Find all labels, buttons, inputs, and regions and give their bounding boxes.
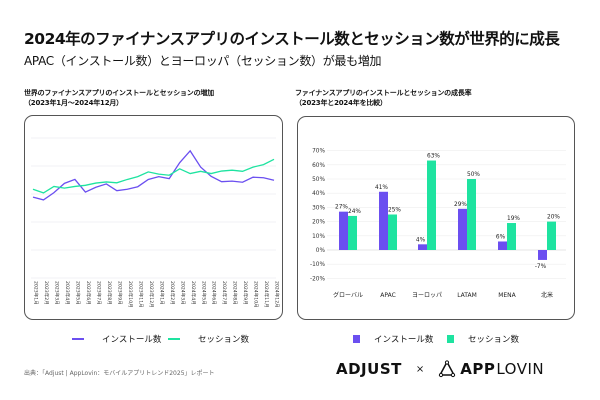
line-chart-panel xyxy=(24,115,283,320)
x-tick-label: 2024年2月 xyxy=(169,281,176,305)
x-tick-label: 2023年8月 xyxy=(106,281,113,305)
y-tick-label: 0% xyxy=(316,248,326,254)
bar-installs xyxy=(538,250,547,260)
line-chart-title: 世界のファイナンスアプリのインストールとセッションの増加 （2023年1月〜20… xyxy=(24,88,214,108)
series-line-installs xyxy=(32,149,275,201)
x-category-label: 北米 xyxy=(541,291,553,299)
data-label: 29% xyxy=(454,202,467,208)
x-tick-label: 2023年10月 xyxy=(127,281,134,308)
adjust-logo: ADJUST xyxy=(336,360,402,378)
applovin-light-text: LOVIN xyxy=(496,360,545,378)
y-tick-label: -10% xyxy=(310,262,325,268)
x-tick-label: 2024年1月 xyxy=(158,281,165,305)
x-tick-label: 2024年4月 xyxy=(190,281,197,305)
legend-box-swatch-sessions xyxy=(447,335,454,343)
x-category-label: グローバル xyxy=(333,291,363,299)
data-label: 25% xyxy=(388,208,401,214)
line-chart-title-text: 世界のファイナンスアプリのインストールとセッションの増加 xyxy=(24,89,214,97)
x-category-label: LATAM xyxy=(457,292,477,299)
bar-legend-installs: インストール数 xyxy=(353,333,433,345)
logos: ADJUST × APP LOVIN xyxy=(336,360,544,378)
data-label: 24% xyxy=(348,209,361,215)
line-chart-subtitle: （2023年1月〜2024年12月） xyxy=(24,99,123,107)
bar-chart-panel xyxy=(297,116,575,320)
legend-label: セッション数 xyxy=(468,335,520,345)
y-tick-label: -20% xyxy=(310,276,325,282)
x-tick-label: 2023年3月 xyxy=(54,281,61,305)
series-line-sessions xyxy=(32,158,275,194)
y-tick-label: 50% xyxy=(312,177,325,183)
x-tick-label: 2024年9月 xyxy=(242,281,249,305)
data-label: 4% xyxy=(416,237,426,243)
legend-line-swatch-sessions xyxy=(168,338,180,340)
x-tick-label: 2024年6月 xyxy=(211,281,218,305)
x-tick-label: 2023年2月 xyxy=(43,281,50,305)
bar-chart-title: ファイナンスアプリのインストールとセッションの成長率 （2023年と2024年を… xyxy=(295,88,472,108)
bar-installs xyxy=(339,211,348,250)
x-tick-label: 2024年10月 xyxy=(253,281,260,308)
x-category-label: ヨーロッパ xyxy=(412,292,442,299)
y-tick-label: 60% xyxy=(312,163,325,169)
bar-installs xyxy=(418,244,427,250)
data-label: 41% xyxy=(375,185,388,191)
bar-sessions xyxy=(348,215,357,250)
data-label: 6% xyxy=(496,234,506,240)
line-legend-sessions: セッション数 xyxy=(168,333,249,345)
x-tick-label: 2024年7月 xyxy=(221,281,228,305)
x-tick-label: 2023年9月 xyxy=(116,281,123,305)
x-category-label: APAC xyxy=(380,292,396,299)
bar-installs xyxy=(379,191,388,250)
x-tick-label: 2023年1月 xyxy=(33,281,40,305)
x-tick-label: 2024年5月 xyxy=(200,281,207,305)
x-tick-label: 2023年5月 xyxy=(75,281,82,305)
legend-label: セッション数 xyxy=(198,335,250,345)
y-tick-label: 30% xyxy=(312,205,325,211)
x-tick-label: 2024年3月 xyxy=(179,281,186,305)
legend-line-swatch-installs xyxy=(72,338,84,340)
legend-label: インストール数 xyxy=(374,335,434,345)
bar-sessions xyxy=(427,160,436,250)
applovin-triangle-icon xyxy=(438,360,456,378)
bar-legend-sessions: セッション数 xyxy=(447,333,519,345)
bar-chart-title-text: ファイナンスアプリのインストールとセッションの成長率 xyxy=(295,89,472,97)
y-tick-label: 10% xyxy=(312,234,325,240)
source-note: 出典：「Adjust | AppLovin：モバイルアプリトレンド2025」レポ… xyxy=(24,370,215,377)
legend-label: インストール数 xyxy=(102,335,162,345)
legend-box-swatch-installs xyxy=(353,335,360,343)
x-tick-label: 2023年11月 xyxy=(137,281,144,308)
x-tick-label: 2023年6月 xyxy=(85,281,92,305)
x-category-label: MENA xyxy=(498,292,516,299)
bar-installs xyxy=(458,208,467,250)
x-tick-label: 2024年8月 xyxy=(232,281,239,305)
page-title: 2024年のファイナンスアプリのインストール数とセッション数が世界的に成長 xyxy=(24,30,560,48)
data-label: 27% xyxy=(335,205,348,211)
x-tick-label: 2023年4月 xyxy=(64,281,71,305)
bar-sessions xyxy=(388,214,397,250)
data-label: 63% xyxy=(427,154,440,160)
data-label: -7% xyxy=(535,264,547,270)
x-tick-label: 2023年7月 xyxy=(95,281,102,305)
x-tick-label: 2024年11月 xyxy=(263,281,270,308)
y-tick-label: 20% xyxy=(312,220,325,226)
line-legend-installs: インストール数 xyxy=(72,333,161,345)
bar-sessions xyxy=(467,179,476,250)
page-subtitle: APAC（インストール数）とヨーロッパ（セッション数）が最も増加 xyxy=(24,54,382,68)
times-sign: × xyxy=(415,363,425,375)
y-tick-label: 40% xyxy=(312,191,325,197)
bar-sessions xyxy=(507,223,516,250)
y-tick-label: 70% xyxy=(312,149,325,155)
data-label: 19% xyxy=(507,216,520,222)
data-label: 50% xyxy=(467,172,480,178)
data-label: 20% xyxy=(547,215,560,221)
x-tick-label: 2023年12月 xyxy=(148,281,155,308)
bar-installs xyxy=(498,241,507,250)
bar-sessions xyxy=(547,221,556,250)
x-tick-label: 2024年12月 xyxy=(274,281,281,308)
bar-chart-subtitle: （2023年と2024年を比較） xyxy=(295,99,387,107)
applovin-bold-text: APP xyxy=(460,360,496,378)
applovin-logo: APP LOVIN xyxy=(438,360,544,378)
